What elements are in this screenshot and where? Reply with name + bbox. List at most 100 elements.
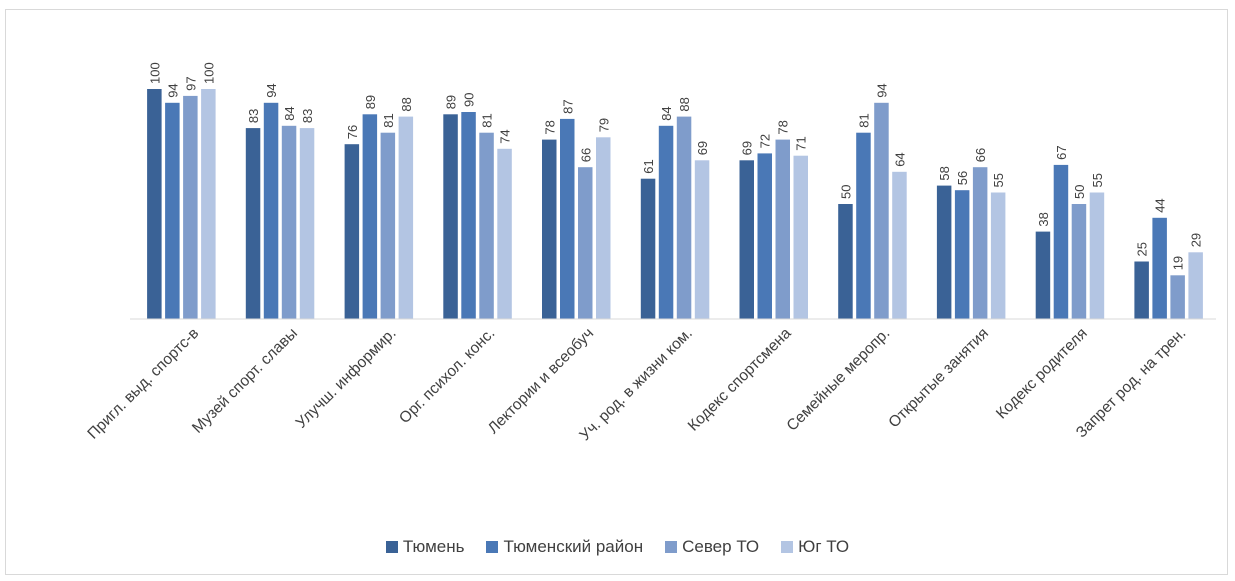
- category-label: Лектории и всеобуч: [485, 325, 597, 437]
- bar: [1152, 217, 1167, 319]
- data-label: 79: [596, 118, 611, 132]
- legend-label: Юг ТО: [798, 537, 850, 556]
- bar: [542, 139, 557, 319]
- bar: [263, 102, 279, 319]
- data-label: 38: [1036, 212, 1051, 226]
- bar: [1053, 164, 1069, 319]
- bar: [892, 171, 907, 319]
- bar: [147, 89, 162, 319]
- data-label: 81: [381, 113, 396, 127]
- category-label: Улучш. информир.: [293, 325, 400, 432]
- bar: [793, 155, 808, 319]
- bar: [1089, 192, 1105, 319]
- bar: [362, 114, 378, 319]
- legend-label: Север ТО: [682, 537, 760, 556]
- category-label: Запрет род. на трен.: [1073, 325, 1190, 442]
- bar: [640, 178, 656, 319]
- bar: [658, 125, 674, 319]
- legend-swatch: [781, 541, 794, 553]
- data-label: 74: [498, 129, 513, 143]
- data-label: 83: [246, 109, 261, 123]
- bar: [954, 190, 970, 319]
- data-label: 84: [659, 106, 674, 120]
- data-label: 50: [839, 185, 854, 199]
- data-label: 97: [183, 76, 198, 90]
- data-label: 29: [1189, 233, 1204, 247]
- bar: [1071, 204, 1087, 319]
- data-label: 84: [282, 106, 297, 120]
- bar: [874, 102, 889, 319]
- data-label: 94: [264, 83, 279, 97]
- bar: [344, 144, 360, 319]
- bar: [299, 128, 315, 319]
- bar: [245, 128, 261, 319]
- data-label: 78: [542, 120, 557, 134]
- category-label: Семейные меропр.: [784, 325, 894, 435]
- data-label: 76: [345, 125, 360, 139]
- bar: [398, 116, 414, 319]
- data-label: 83: [300, 109, 315, 123]
- bar: [757, 153, 772, 319]
- bar: [479, 132, 494, 319]
- legend-swatch: [385, 541, 398, 553]
- bar: [443, 114, 458, 319]
- category-label: Музей спорт. славы: [189, 325, 301, 437]
- data-label: 81: [857, 113, 872, 127]
- bar: [694, 160, 710, 319]
- category-label: Уч. род. в жизни ком.: [576, 325, 695, 444]
- data-label: 61: [641, 159, 656, 173]
- bar: [838, 204, 853, 319]
- data-label: 67: [1054, 145, 1069, 159]
- data-label: 66: [578, 148, 593, 162]
- data-label: 88: [399, 97, 414, 111]
- legend-item: Тюменский район: [486, 537, 643, 557]
- bar: [936, 185, 952, 319]
- data-label: 100: [147, 62, 162, 84]
- bar: [990, 192, 1006, 319]
- bar: [183, 95, 198, 320]
- legend-label: Тюмень: [402, 537, 465, 556]
- data-label: 55: [991, 173, 1006, 187]
- legend-item: Тюмень: [385, 537, 465, 557]
- data-label: 90: [462, 93, 477, 107]
- bar: [596, 137, 611, 319]
- legend-label: Тюменский район: [503, 537, 644, 556]
- bar: [1035, 231, 1051, 319]
- bar: [1170, 275, 1185, 319]
- data-label: 94: [165, 83, 180, 97]
- bar: [676, 116, 692, 319]
- bar: [578, 167, 593, 319]
- data-label: 25: [1135, 242, 1150, 256]
- bar: [1188, 252, 1203, 319]
- data-label: 50: [1072, 185, 1087, 199]
- bar: [497, 148, 512, 319]
- bar: [461, 112, 476, 319]
- data-label: 64: [893, 152, 908, 166]
- data-label: 100: [201, 62, 216, 84]
- bar: [165, 102, 180, 319]
- bar: [775, 139, 790, 319]
- category-label: Пригл. выд. спортс-в: [84, 325, 202, 443]
- bar: [281, 125, 297, 319]
- data-label: 55: [1090, 173, 1105, 187]
- bar: [1134, 261, 1149, 319]
- data-label: 87: [560, 99, 575, 113]
- data-label: 81: [480, 113, 495, 127]
- category-label: Кодекс спортсмена: [685, 325, 795, 435]
- bar: [380, 132, 396, 319]
- data-label: 19: [1171, 256, 1186, 270]
- data-label: 88: [677, 97, 692, 111]
- data-label: 94: [875, 83, 890, 97]
- category-label: Орг. психол. конс.: [396, 325, 498, 427]
- legend: Тюмень Тюменский район Север ТО Юг ТО: [0, 537, 1235, 557]
- category-label: Открытые занятия: [885, 325, 992, 432]
- legend-swatch: [486, 541, 499, 553]
- legend-swatch: [665, 541, 678, 553]
- legend-item: Север ТО: [665, 537, 759, 557]
- data-label: 69: [695, 141, 710, 155]
- bar: [201, 89, 216, 319]
- bar: [856, 132, 871, 319]
- bar: [972, 167, 988, 319]
